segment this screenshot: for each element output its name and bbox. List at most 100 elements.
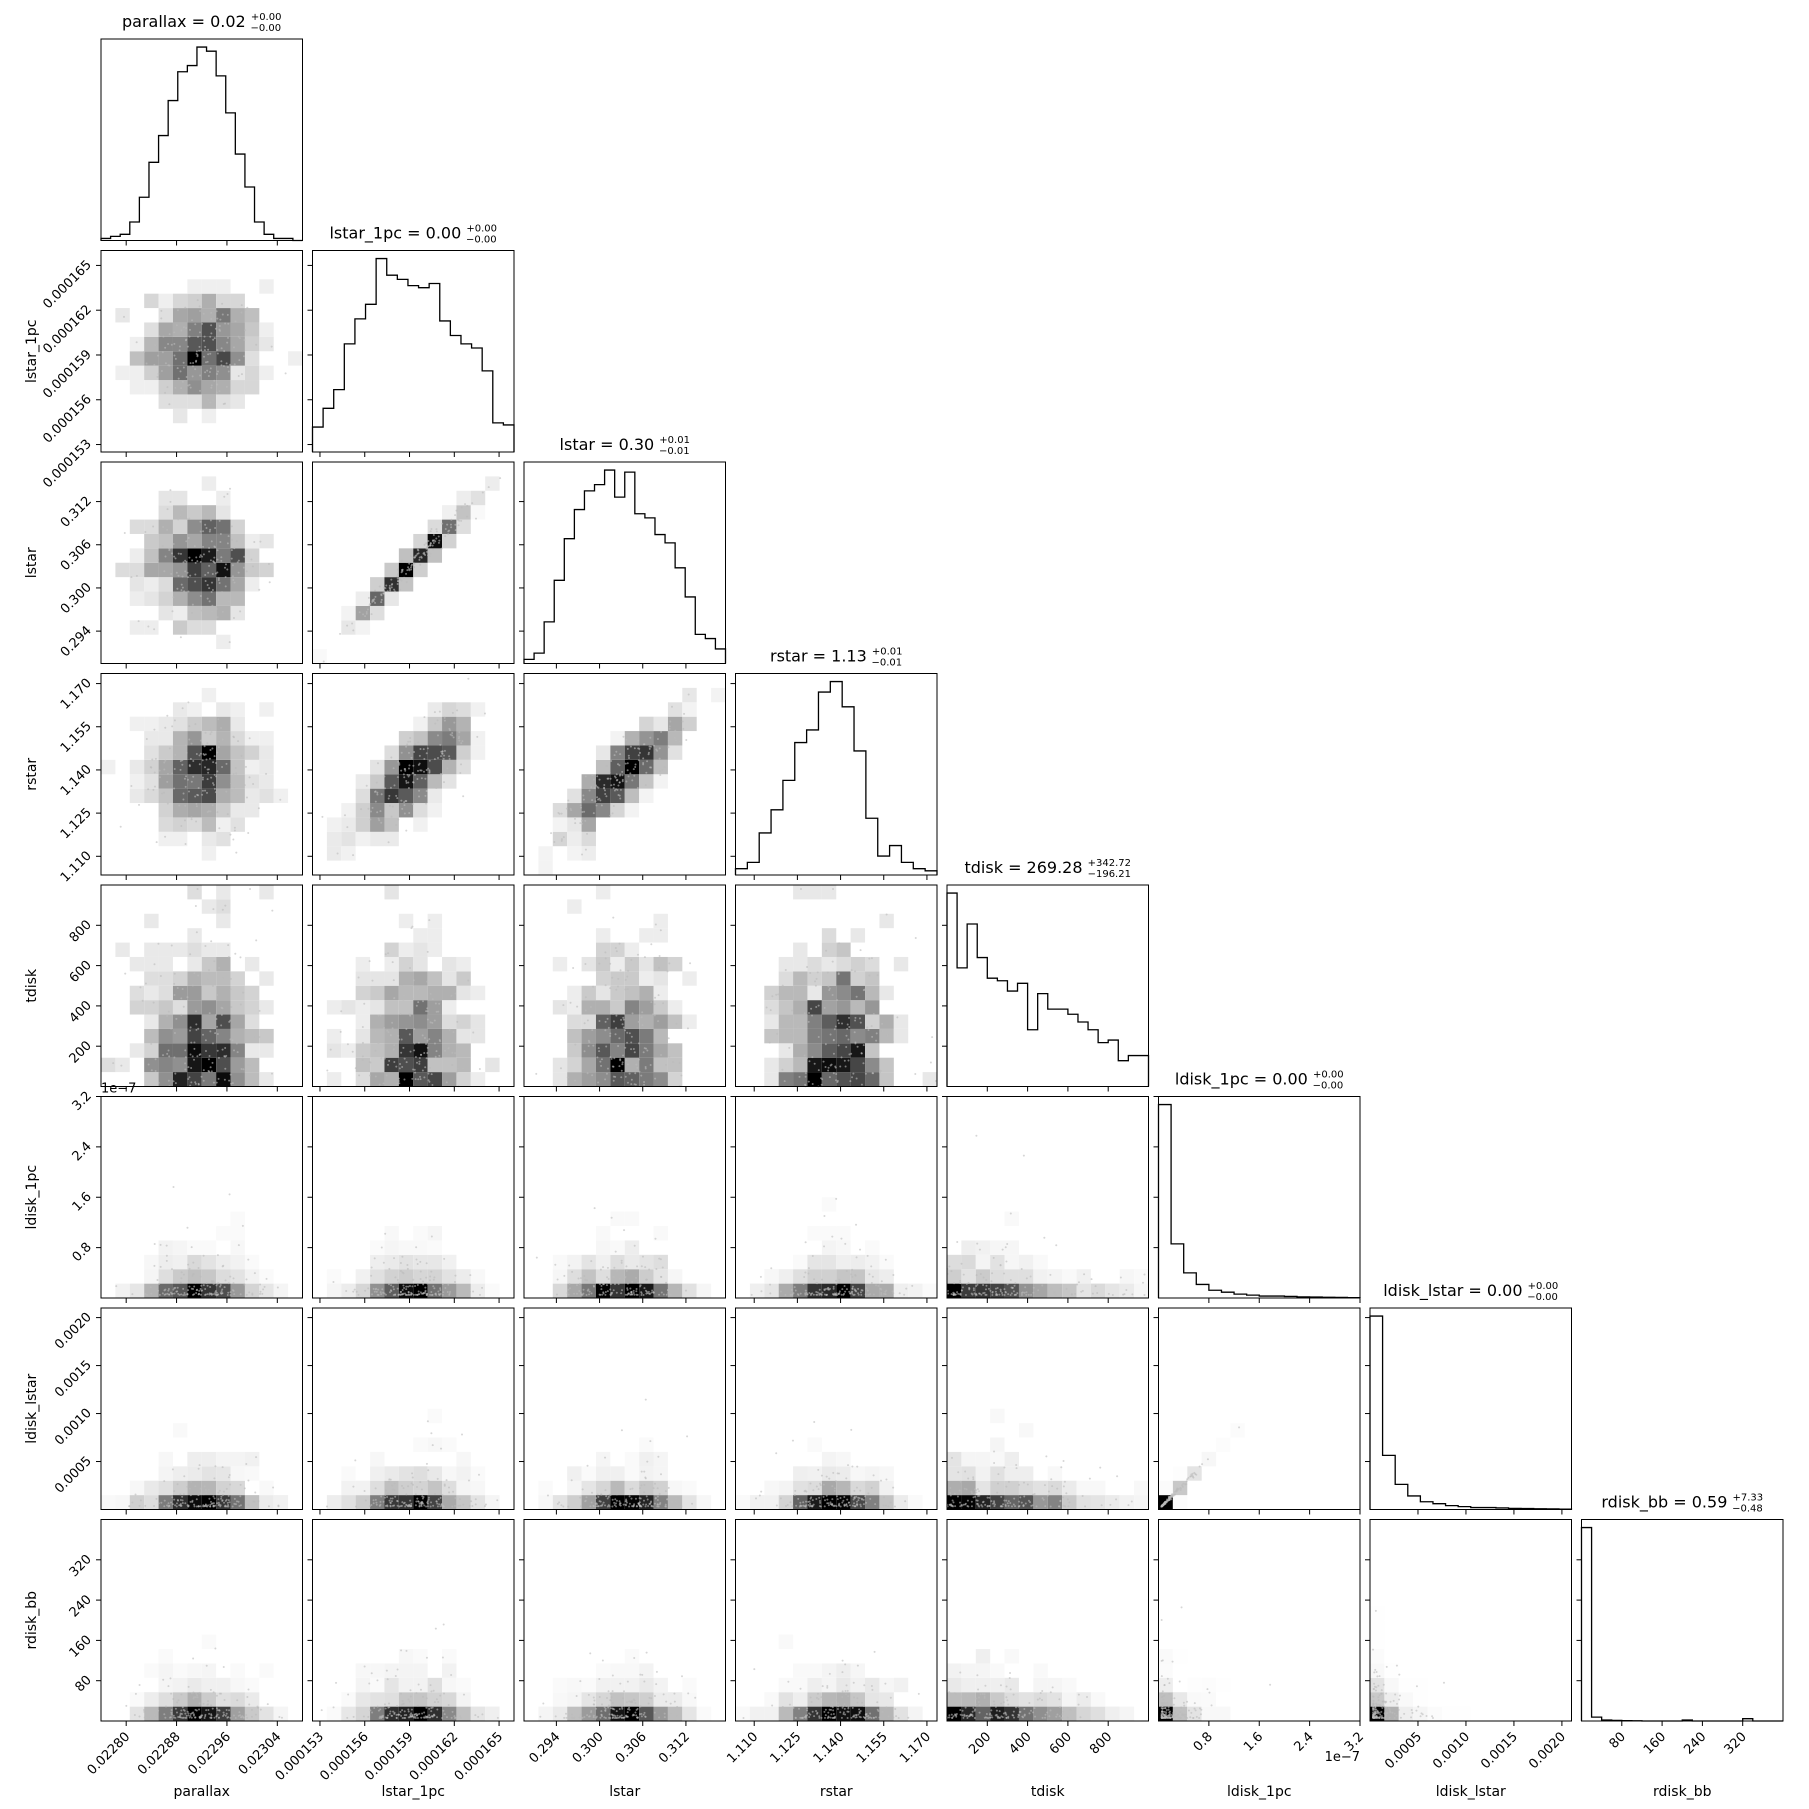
density-cell bbox=[850, 956, 866, 972]
sample-point bbox=[952, 1293, 955, 1296]
sample-point bbox=[228, 1079, 231, 1082]
density-cell bbox=[144, 1480, 159, 1496]
density-cell bbox=[259, 745, 274, 760]
sample-point bbox=[597, 1495, 600, 1498]
sample-point bbox=[365, 610, 368, 613]
sample-point bbox=[170, 1713, 173, 1716]
sample-point bbox=[173, 555, 176, 558]
sample-point bbox=[617, 784, 620, 787]
sample-point bbox=[170, 1711, 173, 1714]
sample-point bbox=[409, 555, 412, 558]
panel-lstar_1pc-vs-ldisk_1pc bbox=[307, 1096, 515, 1303]
sample-point bbox=[401, 1293, 404, 1296]
density-cell bbox=[370, 605, 385, 621]
sample-point bbox=[635, 1063, 638, 1066]
sample-point bbox=[168, 1055, 171, 1058]
sample-point bbox=[460, 742, 463, 745]
sample-point bbox=[204, 580, 207, 583]
density-cell bbox=[610, 1466, 625, 1481]
sample-point bbox=[392, 1048, 395, 1051]
sample-point bbox=[231, 799, 234, 802]
sample-point bbox=[609, 1293, 612, 1296]
histogram-tdisk bbox=[946, 892, 1150, 1087]
sample-point bbox=[399, 1063, 401, 1066]
sample-point bbox=[375, 781, 378, 784]
sample-point bbox=[1031, 1493, 1034, 1496]
density-cell bbox=[158, 336, 173, 352]
sample-point bbox=[567, 799, 570, 802]
sample-point bbox=[1062, 1459, 1065, 1462]
density-cell bbox=[230, 1706, 245, 1721]
density-cell bbox=[793, 1028, 808, 1044]
sample-point bbox=[444, 528, 447, 531]
sample-point bbox=[399, 1261, 402, 1264]
sample-point bbox=[645, 1047, 648, 1050]
density-cell bbox=[865, 1254, 880, 1270]
density-cell bbox=[216, 788, 231, 804]
sample-point bbox=[416, 1293, 419, 1296]
density-cell bbox=[807, 1057, 822, 1073]
sample-point bbox=[832, 1287, 835, 1290]
sample-point bbox=[659, 1258, 662, 1261]
density-cell bbox=[172, 1014, 188, 1029]
sample-point bbox=[857, 1287, 860, 1290]
sample-point bbox=[250, 558, 253, 561]
sample-point bbox=[364, 615, 367, 618]
sample-point bbox=[407, 1291, 410, 1294]
sample-point bbox=[218, 582, 221, 585]
sample-point bbox=[253, 1272, 256, 1275]
sample-point bbox=[809, 1502, 812, 1505]
sample-point bbox=[195, 931, 198, 934]
density-cell bbox=[158, 380, 173, 395]
sample-point bbox=[267, 1505, 270, 1508]
sample-point bbox=[212, 338, 215, 341]
density-cell bbox=[216, 1692, 231, 1707]
density-cell bbox=[230, 1028, 245, 1044]
sample-point bbox=[418, 1056, 421, 1059]
sample-point bbox=[388, 804, 391, 807]
sample-point bbox=[195, 803, 198, 806]
sample-point bbox=[177, 377, 180, 380]
density-cell bbox=[470, 745, 486, 760]
sample-point bbox=[575, 1292, 578, 1295]
sample-point bbox=[188, 738, 191, 741]
sample-point bbox=[403, 767, 406, 770]
sample-point bbox=[862, 1498, 865, 1501]
sample-point bbox=[579, 1496, 582, 1499]
density-cell bbox=[442, 1254, 457, 1270]
sample-point bbox=[847, 1464, 850, 1467]
sample-point bbox=[598, 1500, 601, 1503]
density-cell bbox=[259, 322, 274, 337]
density-cell bbox=[610, 1000, 625, 1015]
sample-point bbox=[417, 1001, 420, 1004]
sample-point bbox=[221, 591, 224, 594]
sample-point bbox=[191, 1275, 194, 1278]
sample-point bbox=[790, 1288, 793, 1291]
sample-point bbox=[613, 1501, 616, 1504]
sample-point bbox=[848, 1053, 851, 1056]
sample-point bbox=[615, 950, 618, 953]
sample-point bbox=[418, 1062, 421, 1065]
sample-point bbox=[174, 1082, 177, 1085]
sample-point bbox=[583, 810, 586, 813]
y-tick-label-lstar: 0.294 bbox=[58, 623, 95, 660]
sample-point bbox=[168, 549, 171, 552]
sample-point bbox=[835, 1505, 838, 1508]
sample-point bbox=[427, 1479, 430, 1482]
density-cell bbox=[682, 1495, 697, 1510]
sample-point bbox=[1009, 1278, 1012, 1281]
sample-point bbox=[802, 1501, 805, 1504]
density-cell bbox=[384, 1000, 399, 1015]
density-cell bbox=[427, 1466, 443, 1481]
sample-point bbox=[647, 753, 650, 756]
sample-point bbox=[383, 590, 386, 593]
sample-point bbox=[418, 1502, 421, 1505]
sample-point bbox=[225, 1498, 228, 1501]
sample-point bbox=[413, 1068, 416, 1071]
density-cell bbox=[793, 942, 808, 957]
density-cell bbox=[427, 803, 443, 818]
sample-point bbox=[781, 1068, 784, 1071]
sample-point bbox=[252, 783, 255, 786]
sample-point bbox=[1003, 1288, 1006, 1291]
sample-point bbox=[438, 1054, 441, 1057]
